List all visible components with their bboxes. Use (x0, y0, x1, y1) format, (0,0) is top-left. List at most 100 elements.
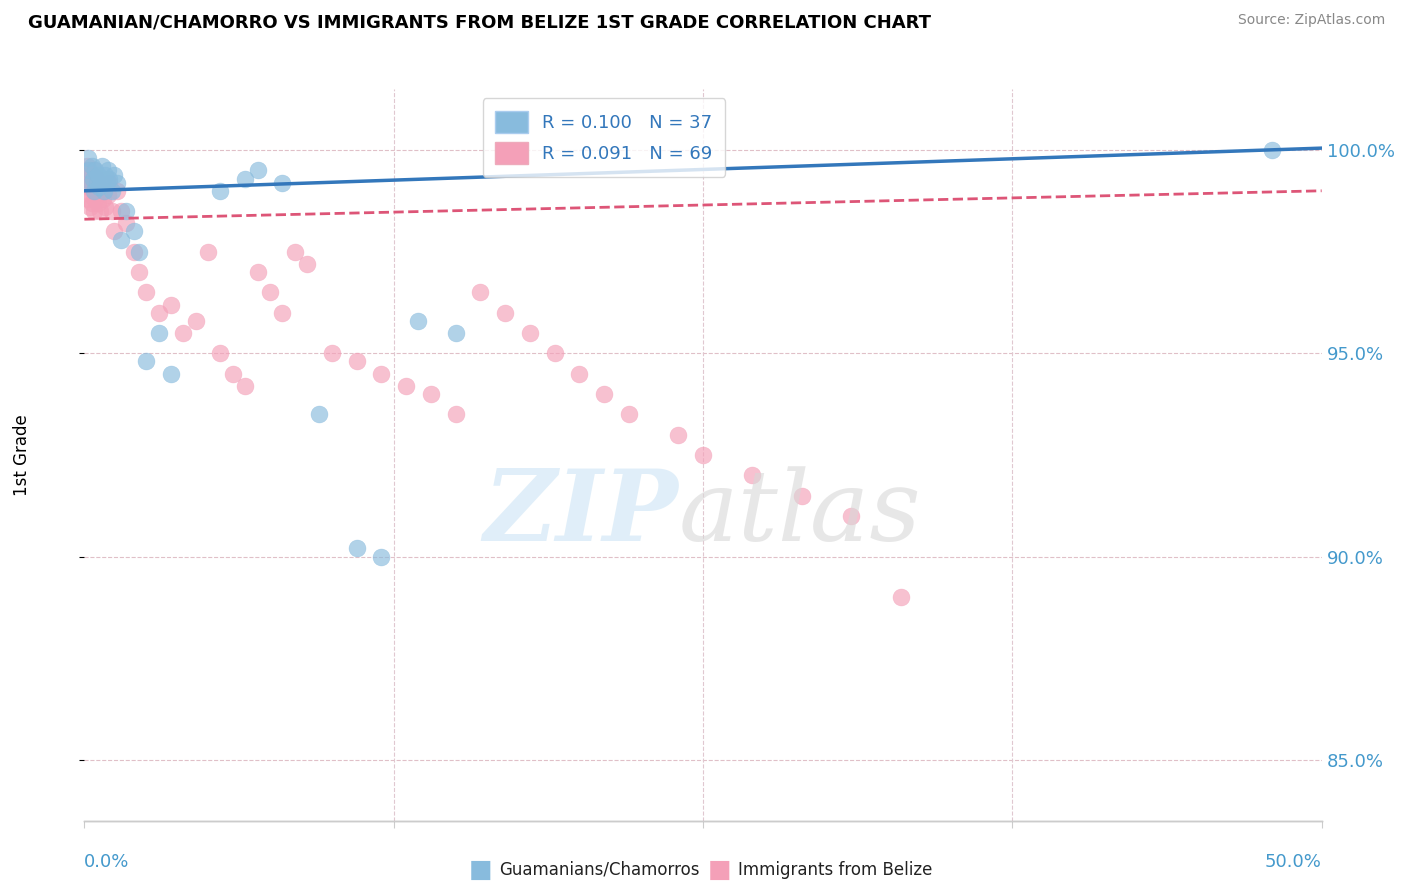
Point (617, 407, 640, 421)
Point (105, 176, 128, 190)
Point (692, 448, 714, 462)
Text: Immigrants from Belize: Immigrants from Belize (738, 861, 932, 879)
Point (105, 184, 128, 198)
Point (172, 326, 194, 340)
Point (346, 541, 368, 556)
Text: 1st Grade: 1st Grade (14, 414, 31, 496)
Point (80, 168, 103, 182)
Text: ■: ■ (707, 858, 731, 881)
Point (295, 257, 318, 271)
Point (128, 265, 150, 279)
Point (135, 285, 157, 300)
Point (284, 244, 307, 259)
Point (87, 168, 110, 182)
Point (271, 176, 294, 190)
Point (76, 160, 98, 174)
Point (79, 200, 101, 214)
Point (209, 184, 232, 198)
Point (98, 171, 121, 186)
Point (666, 427, 689, 442)
Point (741, 468, 763, 483)
Point (97, 163, 120, 178)
Point (209, 346, 232, 360)
Point (246, 163, 269, 178)
Point (568, 367, 591, 381)
Point (84, 171, 107, 186)
Point (790, 489, 813, 503)
Point (79, 176, 101, 190)
Point (94, 200, 117, 214)
Point (86, 176, 108, 190)
Point (91, 192, 114, 206)
Point (93, 184, 115, 198)
Point (83, 163, 105, 178)
Point (75, 163, 97, 178)
Point (246, 265, 269, 279)
Point (89, 179, 111, 194)
Point (100, 184, 122, 198)
Legend: R = 0.100   N = 37, R = 0.091   N = 69: R = 0.100 N = 37, R = 0.091 N = 69 (482, 98, 725, 177)
Point (110, 233, 132, 247)
Point (222, 367, 245, 381)
Point (135, 354, 157, 368)
Text: ■: ■ (468, 858, 492, 881)
Point (97, 187, 120, 202)
Point (890, 590, 912, 604)
Point (83, 184, 105, 198)
Point (79, 179, 101, 194)
Text: GUAMANIAN/CHAMORRO VS IMMIGRANTS FROM BELIZE 1ST GRADE CORRELATION CHART: GUAMANIAN/CHAMORRO VS IMMIGRANTS FROM BE… (28, 13, 931, 31)
Point (370, 367, 392, 381)
Point (160, 367, 183, 381)
Text: atlas: atlas (678, 466, 921, 561)
Point (444, 326, 467, 340)
Point (593, 387, 616, 401)
Point (122, 224, 145, 238)
Point (100, 204, 122, 219)
Text: Source: ZipAtlas.com: Source: ZipAtlas.com (1237, 13, 1385, 28)
Point (80, 187, 103, 202)
Point (90, 179, 112, 194)
Point (94, 168, 117, 182)
Point (84, 163, 107, 178)
Text: 0.0%: 0.0% (84, 853, 129, 871)
Point (83, 204, 105, 219)
Point (93, 184, 115, 198)
Text: Guamanians/Chamorros: Guamanians/Chamorros (499, 861, 700, 879)
Point (87, 196, 110, 211)
Point (79, 176, 101, 190)
Point (75, 176, 97, 190)
Text: ZIP: ZIP (484, 466, 678, 562)
Point (96, 176, 118, 190)
Point (197, 244, 219, 259)
Point (543, 346, 565, 360)
Point (82, 184, 104, 198)
Point (184, 314, 207, 328)
Point (83, 176, 105, 190)
Point (90, 160, 112, 174)
Point (148, 326, 170, 340)
Point (271, 306, 294, 320)
Point (110, 204, 132, 219)
Point (444, 407, 467, 421)
Point (96, 171, 118, 186)
Point (419, 387, 441, 401)
Point (82, 171, 104, 186)
Point (80, 160, 103, 174)
Text: 50.0%: 50.0% (1265, 853, 1322, 871)
Point (148, 306, 170, 320)
Point (115, 204, 138, 219)
Point (128, 244, 150, 259)
Point (841, 508, 863, 523)
Point (519, 326, 541, 340)
Point (86, 184, 108, 198)
Point (346, 354, 368, 368)
Point (470, 285, 492, 300)
Point (408, 314, 430, 328)
Point (233, 171, 256, 186)
Point (370, 549, 392, 564)
Point (115, 216, 138, 230)
Point (494, 306, 516, 320)
Point (103, 224, 125, 238)
Point (77, 192, 100, 206)
Point (259, 285, 281, 300)
